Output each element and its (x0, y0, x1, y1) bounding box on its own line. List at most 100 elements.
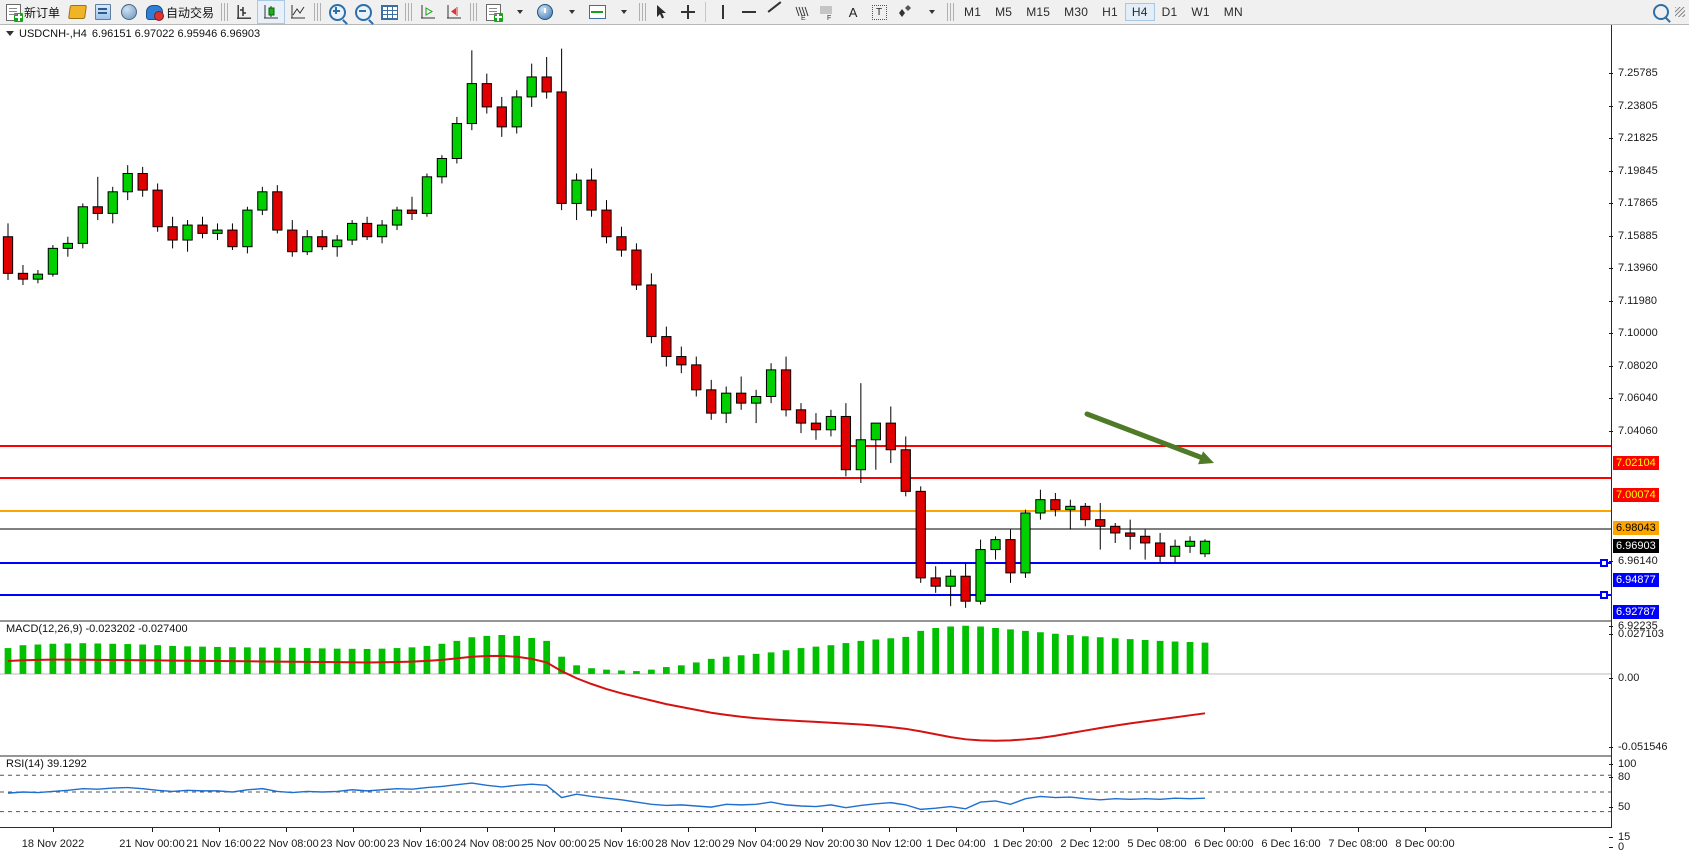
channel-icon: F (819, 5, 835, 20)
periodicity-button[interactable] (532, 1, 558, 23)
channel-button[interactable]: F (814, 1, 840, 23)
timeframe-m30[interactable]: M30 (1064, 5, 1089, 19)
timeframe-m1[interactable]: M1 (964, 5, 982, 19)
zoom-out-icon (354, 3, 372, 21)
time-axis-tick (956, 828, 957, 832)
candle (750, 389, 762, 424)
timeframe-h4[interactable]: H4 (1124, 3, 1155, 21)
candle (1080, 503, 1091, 527)
vertical-line-button[interactable] (710, 1, 736, 23)
navigator-button[interactable] (116, 1, 142, 23)
candle (466, 50, 477, 131)
candle (227, 223, 238, 251)
timeframe-w1[interactable]: W1 (1191, 5, 1210, 19)
auto-trading-button[interactable]: 自动交易 (142, 1, 218, 23)
price-axis-label: 100 (1618, 758, 1637, 770)
candle (990, 536, 1001, 560)
candle (676, 346, 687, 374)
candle (810, 413, 822, 440)
candle (496, 96, 507, 137)
cursor-button[interactable] (649, 1, 675, 23)
axis-tick (1609, 333, 1613, 334)
indicators-button[interactable] (584, 1, 610, 23)
axis-tick (1609, 203, 1613, 204)
axis-tick (1609, 837, 1613, 838)
open-folder-button[interactable] (64, 1, 90, 23)
zoom-in-button[interactable] (324, 1, 350, 23)
line-chart-button[interactable] (285, 1, 311, 23)
periodicity-dropdown[interactable] (558, 1, 584, 23)
axis-tick (1609, 268, 1613, 269)
candle (287, 220, 298, 257)
timeframe-mn[interactable]: MN (1223, 5, 1243, 19)
timeframe-m5[interactable]: M5 (995, 5, 1013, 19)
horizontal-line-button[interactable] (736, 1, 762, 23)
scroll-end-button[interactable] (415, 1, 441, 23)
pivot-label[interactable]: 6.98043 (1613, 521, 1659, 535)
search-icon[interactable] (1653, 4, 1669, 20)
bar-chart-button[interactable] (231, 1, 257, 23)
resistance-2-label[interactable]: 7.00074 (1613, 488, 1659, 502)
symbol-header: USDCNH-,H4 6.96151 6.97022 6.95946 6.969… (0, 25, 260, 42)
indicators-dropdown[interactable] (610, 1, 636, 23)
axis-tick (1609, 431, 1613, 432)
scroll-end-icon (420, 5, 436, 19)
vertical-line-icon (722, 5, 725, 19)
candle (616, 226, 627, 257)
axis-tick (1609, 236, 1613, 237)
time-axis-tick (1157, 828, 1158, 832)
chart-area[interactable]: USDCNH-,H4 6.96151 6.97022 6.95946 6.969… (0, 25, 1689, 861)
chart-canvas[interactable] (0, 25, 1612, 828)
chart-grid-button[interactable] (376, 1, 402, 23)
axis-tick (1609, 171, 1613, 172)
axis-tick (1609, 301, 1613, 302)
crosshair-button[interactable] (675, 1, 701, 23)
zoom-out-button[interactable] (350, 1, 376, 23)
axis-tick (1609, 764, 1613, 765)
candle (272, 185, 283, 234)
new-chart-button[interactable] (480, 1, 506, 23)
last-price-label[interactable]: 6.96903 (1613, 539, 1659, 553)
new-order-button[interactable]: 新订单 (2, 1, 64, 23)
fibonacci-button[interactable]: E (788, 1, 814, 23)
timeframe-h1[interactable]: H1 (1102, 5, 1118, 19)
candle (1154, 532, 1166, 563)
price-axis-label: 0.00 (1618, 672, 1640, 684)
time-axis-label: 1 Dec 04:00 (926, 838, 986, 850)
candle (1169, 539, 1181, 563)
resistance-1-label[interactable]: 7.02104 (1613, 456, 1659, 470)
price-axis[interactable]: 7.25785 7.23805 7.21825 7.19845 7.17865 7.158… (1609, 25, 1689, 853)
support-1-label[interactable]: 6.94877 (1613, 573, 1659, 587)
new-chart-icon (485, 3, 503, 22)
trendline-button[interactable] (762, 1, 788, 23)
line-chart-icon (290, 5, 306, 19)
clock-icon (537, 4, 554, 20)
candle (930, 566, 941, 593)
price-axis-label: 0 (1618, 841, 1625, 853)
timeframe-d1[interactable]: D1 (1161, 5, 1178, 19)
data-window-button[interactable] (90, 1, 116, 23)
new-chart-dropdown[interactable] (506, 1, 532, 23)
timeframe-m15[interactable]: M15 (1026, 5, 1051, 19)
time-axis-tick (755, 828, 756, 832)
axis-tick (1609, 106, 1613, 107)
price-axis-label: 15 (1618, 831, 1631, 843)
text-label-button[interactable]: T (866, 1, 892, 23)
candle (870, 422, 881, 470)
chart-shift-button[interactable] (441, 1, 467, 23)
shapes-button[interactable] (892, 1, 918, 23)
time-axis-tick (1358, 828, 1359, 832)
data-window-icon (95, 4, 112, 20)
time-axis[interactable]: 18 Nov 2022 21 Nov 00:00 21 Nov 16:00 22 No… (0, 827, 1689, 861)
text-button[interactable]: A (840, 1, 866, 23)
candle (1020, 509, 1031, 578)
shapes-dropdown[interactable] (918, 1, 944, 23)
chart-panes[interactable]: MACD(12,26,9) -0.023202 -0.027400 RSI(14… (0, 25, 1612, 861)
chevron-down-icon[interactable] (6, 31, 14, 36)
candle (197, 216, 208, 239)
svg-text:F: F (827, 15, 831, 20)
support-2-label[interactable]: 6.92787 (1613, 605, 1659, 619)
resize-grip-icon[interactable] (1675, 7, 1685, 17)
auto-trading-label: 自动交易 (166, 5, 215, 20)
candlestick-chart-button[interactable] (257, 0, 286, 24)
